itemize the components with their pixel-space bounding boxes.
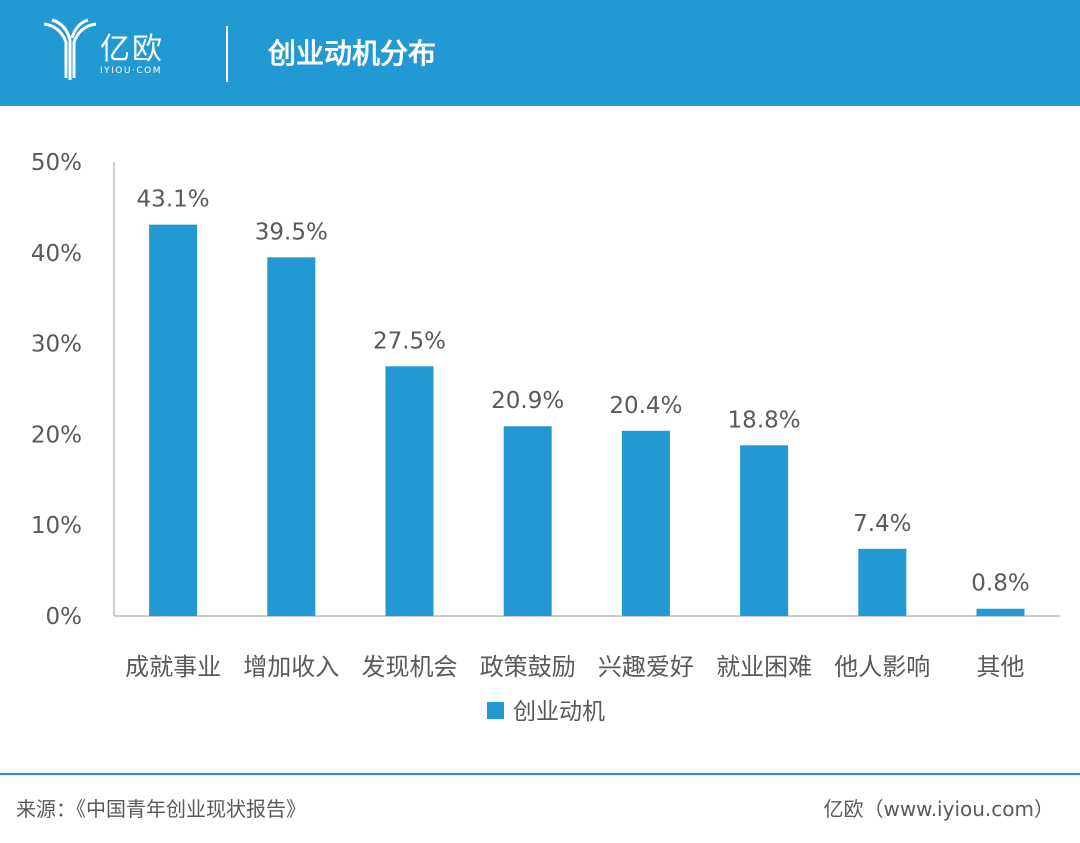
footer-divider — [0, 773, 1080, 775]
header-divider — [226, 26, 228, 82]
logo-text: 亿欧 — [100, 32, 164, 67]
x-category-label: 他人影响 — [834, 653, 930, 681]
y-tick-label: 0% — [46, 604, 83, 630]
y-tick-label: 10% — [31, 513, 82, 539]
bar — [858, 548, 907, 616]
y-tick-label: 30% — [31, 332, 82, 358]
page-title: 创业动机分布 — [268, 37, 437, 70]
data-label: 27.5% — [373, 328, 446, 354]
bar — [385, 366, 434, 616]
brand-credit: 亿欧（www.iyiou.com） — [823, 797, 1054, 821]
y-tick-label: 50% — [31, 150, 82, 176]
iyiou-logo-icon — [43, 18, 97, 80]
bar — [267, 257, 316, 616]
data-label: 43.1% — [137, 187, 210, 213]
x-category-label: 成就事业 — [125, 653, 221, 681]
data-label: 0.8% — [971, 571, 1029, 597]
x-category-label: 兴趣爱好 — [598, 653, 694, 681]
x-category-label: 发现机会 — [362, 653, 458, 681]
x-category-label: 其他 — [977, 653, 1025, 681]
data-label: 18.8% — [728, 407, 801, 433]
bar-chart: 0% 10% 20% 30% 40% 50% 43.1% 成就事业 39.5% 增加收入 27.5%… — [31, 150, 1060, 725]
source-note: 来源：《中国青年创业现状报告》 — [16, 797, 306, 821]
legend-label: 创业动机 — [513, 699, 605, 725]
y-tick-label: 40% — [31, 241, 82, 267]
y-tick-label: 20% — [31, 422, 82, 448]
bar — [740, 445, 789, 616]
bar — [621, 430, 670, 616]
bar — [149, 224, 198, 616]
x-category-label: 政策鼓励 — [480, 653, 576, 681]
data-label: 20.9% — [491, 388, 564, 414]
logo-subtext: IYIOU·COM — [100, 66, 162, 76]
bar — [976, 608, 1025, 616]
x-category-label: 就业困难 — [716, 653, 812, 681]
header-bar: 亿欧 IYIOU·COM 创业动机分布 — [0, 0, 1080, 106]
x-category-label: 增加收入 — [243, 653, 339, 681]
brand-logo[interactable]: 亿欧 IYIOU·COM — [40, 16, 200, 86]
legend-swatch — [487, 702, 504, 719]
bar — [503, 426, 552, 616]
data-label: 20.4% — [609, 393, 682, 419]
data-label: 39.5% — [255, 219, 328, 245]
data-label: 7.4% — [853, 511, 911, 537]
